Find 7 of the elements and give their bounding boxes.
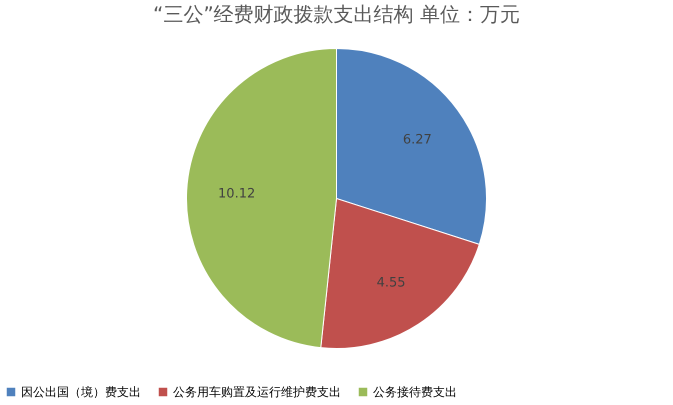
chart-title: “三公”经费财政拨款支出结构 单位：万元	[152, 2, 520, 26]
data-label: 6.27	[402, 132, 432, 148]
data-label: 10.12	[218, 186, 256, 202]
data-label: 4.55	[376, 275, 406, 290]
legend-label: 公务接待费支出	[373, 385, 457, 399]
legend-label: 公务用车购置及运行维护费支出	[173, 385, 341, 399]
legend-label: 因公出国（境）费支出	[21, 385, 141, 399]
